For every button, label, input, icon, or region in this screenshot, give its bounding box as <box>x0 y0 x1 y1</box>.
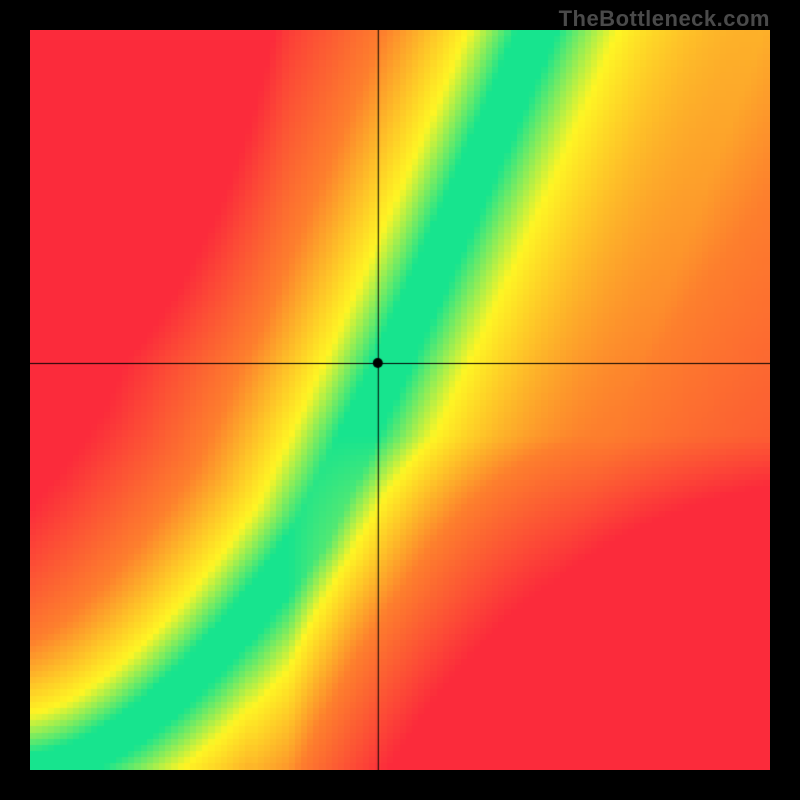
heatmap-canvas <box>30 30 770 770</box>
chart-container: TheBottleneck.com <box>0 0 800 800</box>
watermark-text: TheBottleneck.com <box>559 6 770 32</box>
